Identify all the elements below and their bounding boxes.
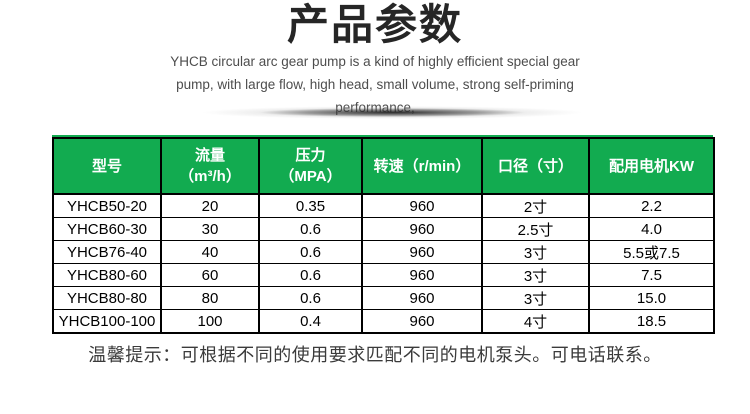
header-label: 口径（寸） bbox=[497, 157, 573, 175]
cell-flow: 40 bbox=[160, 240, 260, 264]
cell-motor-power: 5.5或7.5 bbox=[588, 240, 715, 264]
spec-table-container: 型号 流量 （m³/h） 压力 （MPA） 转速（r/min） bbox=[52, 135, 715, 334]
header-label: 配用电机KW bbox=[609, 157, 694, 175]
header-label: 压力 bbox=[295, 147, 326, 164]
cell-diameter: 4寸 bbox=[481, 309, 590, 334]
spec-table: 型号 流量 （m³/h） 压力 （MPA） 转速（r/min） bbox=[52, 137, 715, 334]
cell-motor-power: 15.0 bbox=[588, 286, 715, 310]
table-row: YHCB60-30 30 0.6 960 2.5寸 4.0 bbox=[52, 217, 715, 241]
cell-pressure: 0.35 bbox=[258, 193, 363, 218]
cell-flow: 60 bbox=[160, 263, 260, 287]
header-speed: 转速（r/min） bbox=[361, 137, 483, 195]
table-row: YHCB100-100 100 0.4 960 4寸 18.5 bbox=[52, 309, 715, 334]
cell-model: YHCB50-20 bbox=[52, 193, 162, 218]
cell-pressure: 0.6 bbox=[258, 263, 363, 287]
header-label: 转速（r/min） bbox=[373, 157, 471, 175]
cell-diameter: 3寸 bbox=[481, 240, 590, 264]
cell-pressure: 0.4 bbox=[258, 309, 363, 334]
cell-pressure: 0.6 bbox=[258, 217, 363, 241]
cell-speed: 960 bbox=[361, 240, 483, 264]
header-diameter: 口径（寸） bbox=[481, 137, 590, 195]
header-motor-power: 配用电机KW bbox=[588, 137, 715, 195]
cell-model: YHCB80-60 bbox=[52, 263, 162, 287]
cell-motor-power: 2.2 bbox=[588, 193, 715, 218]
shadow-divider bbox=[202, 106, 582, 119]
cell-speed: 960 bbox=[361, 309, 483, 334]
header-pressure: 压力 （MPA） bbox=[258, 137, 363, 195]
cell-pressure: 0.6 bbox=[258, 286, 363, 310]
cell-diameter: 2.5寸 bbox=[481, 217, 590, 241]
cell-speed: 960 bbox=[361, 263, 483, 287]
table-row: YHCB80-80 80 0.6 960 3寸 15.0 bbox=[52, 286, 715, 310]
cell-pressure: 0.6 bbox=[258, 240, 363, 264]
cell-flow: 100 bbox=[160, 309, 260, 334]
cell-model: YHCB60-30 bbox=[52, 217, 162, 241]
table-header-row: 型号 流量 （m³/h） 压力 （MPA） 转速（r/min） bbox=[52, 137, 715, 195]
header-label: 型号 bbox=[91, 157, 122, 175]
header-model: 型号 bbox=[52, 137, 162, 195]
cell-speed: 960 bbox=[361, 217, 483, 241]
header-label: （MPA） bbox=[279, 168, 342, 185]
cell-model: YHCB80-80 bbox=[52, 286, 162, 310]
header-label: （m³/h） bbox=[179, 168, 241, 185]
cell-model: YHCB100-100 bbox=[52, 309, 162, 334]
page-title: 产品参数 bbox=[286, 1, 463, 48]
header-flow: 流量 （m³/h） bbox=[160, 137, 260, 195]
description-line: pump, with large flow, high head, small … bbox=[176, 77, 574, 92]
table-row: YHCB50-20 20 0.35 960 2寸 2.2 bbox=[52, 193, 715, 218]
cell-motor-power: 7.5 bbox=[588, 263, 715, 287]
cell-flow: 20 bbox=[160, 193, 260, 218]
cell-flow: 30 bbox=[160, 217, 260, 241]
cell-diameter: 3寸 bbox=[481, 286, 590, 310]
cell-diameter: 2寸 bbox=[481, 193, 590, 218]
cell-motor-power: 4.0 bbox=[588, 217, 715, 241]
cell-speed: 960 bbox=[361, 286, 483, 310]
cell-speed: 960 bbox=[361, 193, 483, 218]
description-line: YHCB circular arc gear pump is a kind of… bbox=[170, 54, 580, 69]
cell-diameter: 3寸 bbox=[481, 263, 590, 287]
tip-note: 温馨提示：可根据不同的使用要求匹配不同的电机泵头。可电话联系。 bbox=[88, 345, 662, 365]
cell-model: YHCB76-40 bbox=[52, 240, 162, 264]
header-label: 流量 bbox=[194, 147, 225, 164]
table-row: YHCB80-60 60 0.6 960 3寸 7.5 bbox=[52, 263, 715, 287]
table-row: YHCB76-40 40 0.6 960 3寸 5.5或7.5 bbox=[52, 240, 715, 264]
cell-motor-power: 18.5 bbox=[588, 309, 715, 334]
cell-flow: 80 bbox=[160, 286, 260, 310]
